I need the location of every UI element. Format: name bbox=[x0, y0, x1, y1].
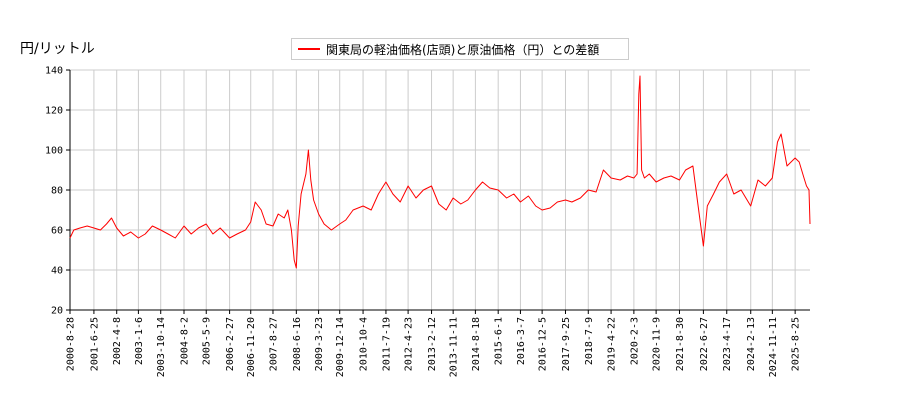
x-tick-label: 2006-11-20 bbox=[246, 317, 257, 377]
x-tick-label: 2012-4-23 bbox=[404, 317, 415, 371]
x-tick-label: 2019-4-22 bbox=[607, 317, 618, 371]
x-tick-label: 2010-10-4 bbox=[359, 317, 370, 371]
x-tick-label: 2009-12-14 bbox=[335, 317, 346, 377]
x-tick-label: 2004-8-2 bbox=[179, 317, 190, 365]
x-tick-label: 2011-7-19 bbox=[381, 317, 392, 371]
x-tick-label: 2002-4-8 bbox=[112, 317, 123, 365]
y-tick-label: 60 bbox=[51, 226, 63, 237]
x-tick-label: 2015-6-1 bbox=[494, 317, 505, 365]
x-tick-label: 2017-9-25 bbox=[561, 317, 572, 371]
x-tick-label: 2014-8-18 bbox=[471, 317, 482, 371]
x-tick-label: 2003-1-6 bbox=[134, 317, 145, 365]
x-tick-label: 2016-3-7 bbox=[516, 317, 527, 365]
y-tick-label: 80 bbox=[51, 186, 63, 197]
x-tick-label: 2020-2-3 bbox=[629, 317, 640, 365]
x-tick-label: 2024-11-11 bbox=[768, 317, 779, 377]
x-tick-label: 2005-5-9 bbox=[202, 317, 213, 365]
x-tick-label: 2018-7-9 bbox=[584, 317, 595, 365]
y-tick-label: 100 bbox=[45, 146, 63, 157]
x-tick-label: 2009-3-23 bbox=[314, 317, 325, 371]
y-tick-label: 20 bbox=[51, 306, 63, 317]
legend-label: 関東局の軽油価格(店頭)と原油価格（円）との差額 bbox=[326, 42, 600, 57]
y-axis-label: 円/リットル bbox=[20, 41, 95, 57]
x-tick-label: 2025-8-25 bbox=[791, 317, 802, 371]
x-tick-label: 2016-12-5 bbox=[538, 317, 549, 371]
x-tick-label: 2006-2-27 bbox=[225, 317, 236, 371]
x-tick-label: 2001-6-25 bbox=[89, 317, 100, 371]
x-tick-label: 2023-4-17 bbox=[722, 317, 733, 371]
x-tick-label: 2022-6-27 bbox=[699, 317, 710, 371]
y-tick-label: 40 bbox=[51, 266, 63, 277]
x-tick-label: 2024-2-13 bbox=[746, 317, 757, 371]
x-tick-label: 2020-11-9 bbox=[652, 317, 663, 371]
x-tick-label: 2013-11-11 bbox=[449, 317, 460, 377]
legend: 関東局の軽油価格(店頭)と原油価格（円）との差額 bbox=[291, 38, 629, 60]
price-difference-line bbox=[69, 75, 811, 269]
legend-swatch bbox=[298, 48, 320, 50]
x-tick-label: 2021-8-30 bbox=[675, 317, 686, 371]
y-tick-label: 140 bbox=[45, 66, 63, 77]
x-tick-label: 2013-2-12 bbox=[427, 317, 438, 371]
x-tick-label: 2000-8-28 bbox=[66, 317, 77, 371]
x-tick-label: 2003-10-14 bbox=[156, 317, 167, 377]
x-tick-label: 2007-8-27 bbox=[268, 317, 279, 371]
x-tick-label: 2008-6-16 bbox=[292, 317, 303, 371]
y-tick-label: 120 bbox=[45, 106, 63, 117]
